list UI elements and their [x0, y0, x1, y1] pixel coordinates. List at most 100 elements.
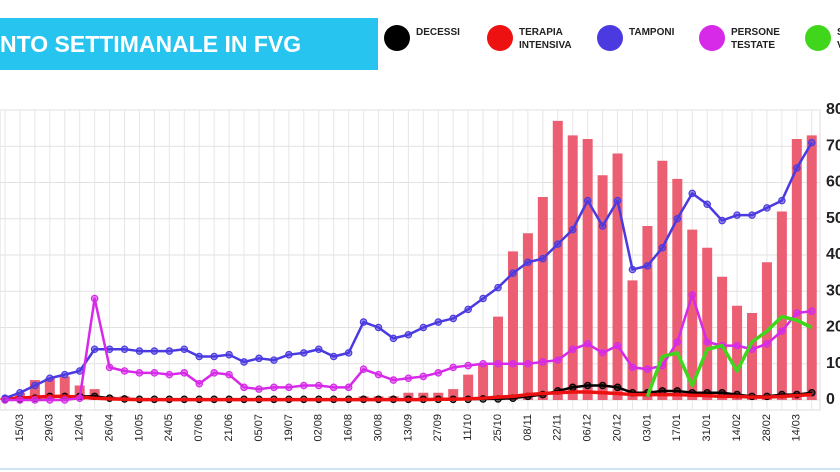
point [464, 305, 472, 314]
x-tick-label: 14/02 [731, 414, 743, 442]
point [60, 370, 69, 379]
legend-item: TAMPONI [597, 25, 674, 51]
point [464, 361, 472, 370]
point [240, 358, 248, 366]
bar [44, 378, 55, 400]
bar [59, 376, 70, 400]
point [479, 294, 487, 303]
point [568, 225, 577, 234]
point [807, 138, 816, 147]
point [553, 356, 562, 364]
legend-swatch [597, 25, 623, 51]
point [210, 352, 218, 361]
point [688, 189, 697, 198]
point [314, 381, 323, 390]
x-tick-label: 15/03 [14, 414, 26, 442]
point [270, 383, 278, 392]
x-tick-label: 10/05 [133, 414, 145, 442]
x-tick-label: 03/01 [641, 414, 653, 442]
point [90, 345, 99, 354]
bar [717, 276, 728, 400]
point [60, 396, 69, 404]
x-tick-label: 07/06 [193, 414, 205, 442]
point [733, 341, 741, 350]
point [494, 359, 502, 368]
point [434, 369, 443, 377]
point [195, 352, 204, 361]
point [613, 341, 622, 350]
point [583, 340, 592, 348]
point [180, 369, 189, 377]
point [150, 347, 159, 355]
legend-item: PERSONE TESTATE [699, 25, 793, 52]
point [539, 358, 547, 366]
point [46, 396, 54, 404]
bar [612, 153, 623, 400]
point [748, 211, 756, 219]
point [763, 340, 771, 348]
point [120, 345, 129, 354]
y-tick-label: 20 [826, 319, 840, 336]
x-tick-label: 25/10 [492, 414, 504, 442]
point [16, 388, 24, 397]
legend-label: TERAPIA INTENSIVA [519, 27, 572, 51]
point [628, 363, 637, 372]
y-tick-label: 70 [826, 137, 840, 154]
point [598, 222, 607, 230]
point [793, 164, 801, 172]
point [344, 349, 353, 357]
point [359, 318, 368, 326]
bar [702, 247, 713, 400]
x-tick-label: 13/09 [402, 414, 414, 442]
point [374, 370, 383, 379]
point [598, 349, 607, 357]
x-tick-label: 29/03 [44, 414, 56, 442]
point [404, 374, 413, 383]
point [449, 363, 458, 372]
legend-label: DECESSI [416, 27, 460, 38]
point [299, 381, 308, 390]
x-tick-label: 20/12 [611, 414, 623, 442]
point [434, 318, 443, 326]
bar [507, 251, 518, 400]
point [479, 359, 487, 368]
point [643, 262, 652, 270]
point [1, 396, 9, 404]
y-tick-label: 60 [826, 174, 840, 191]
legend-item: TERAPIA INTENSIVA [487, 25, 581, 52]
point [568, 383, 577, 392]
point [524, 258, 532, 267]
point [673, 338, 682, 346]
point [165, 347, 174, 355]
legend-swatch [699, 25, 725, 51]
point [90, 294, 99, 303]
point [105, 363, 114, 372]
point [120, 367, 129, 375]
point [210, 369, 218, 377]
point [419, 323, 428, 332]
bar [597, 175, 608, 400]
x-tick-label: 26/04 [103, 414, 115, 442]
x-tick-label: 06/12 [582, 414, 594, 442]
point [703, 200, 711, 209]
y-tick-label: 40 [826, 246, 840, 263]
point [75, 367, 84, 375]
legend-swatch [805, 25, 831, 51]
legend-label: PERSONE TESTATE [731, 27, 780, 51]
bar [582, 139, 593, 400]
point [165, 370, 174, 379]
series-line [4, 390, 812, 402]
x-tick-label: 11/10 [462, 414, 474, 441]
point [613, 196, 622, 205]
point [255, 354, 263, 363]
point [524, 359, 532, 368]
point [598, 381, 607, 390]
legend-swatch [384, 25, 410, 51]
point [793, 309, 801, 317]
point [673, 214, 682, 223]
point [539, 254, 547, 263]
point [419, 372, 428, 381]
x-tick-label: 30/08 [372, 414, 384, 442]
